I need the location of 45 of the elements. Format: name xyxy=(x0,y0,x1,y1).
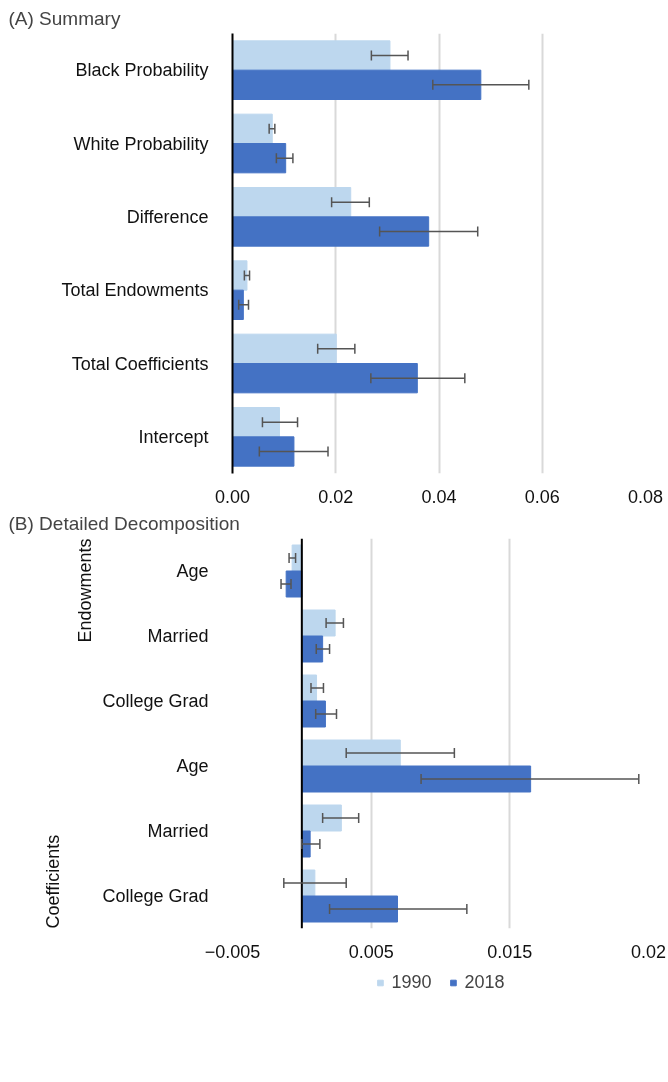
y-tick-label: Age xyxy=(176,561,209,581)
bar xyxy=(232,40,391,71)
y-tick-label: Married xyxy=(147,821,209,841)
x-tick-label: 0.06 xyxy=(524,486,560,507)
bar xyxy=(232,143,287,174)
bar xyxy=(301,739,401,767)
bar xyxy=(232,187,352,218)
text: Coefficients xyxy=(42,834,63,929)
bar xyxy=(232,216,430,247)
x-tick-label: 0.00 xyxy=(214,486,251,507)
y-tick-label: Intercept xyxy=(138,426,209,447)
bar xyxy=(232,363,418,394)
legend-label: 2018 xyxy=(464,971,505,993)
x-tick-label: 0.08 xyxy=(627,486,664,507)
x-tick-label: 0.04 xyxy=(421,486,457,507)
y-tick-label: Total Endowments xyxy=(61,280,209,301)
bar xyxy=(301,609,336,637)
y-tick-label: College Grad xyxy=(102,886,209,906)
y-tick-label: Married xyxy=(147,626,209,646)
bar xyxy=(301,635,324,663)
text: Endowments xyxy=(74,538,95,643)
legend-label: 1990 xyxy=(391,971,432,993)
y-tick-label: Age xyxy=(176,756,209,776)
bar xyxy=(301,804,342,832)
x-tick-label: −0.005 xyxy=(204,941,261,962)
bar xyxy=(232,260,248,291)
bar xyxy=(301,700,326,728)
x-tick-label: 0.02 xyxy=(630,941,667,962)
y-tick-label: White Probability xyxy=(73,133,209,154)
y-tick-label: Black Probability xyxy=(75,60,209,81)
x-tick-label: 0.02 xyxy=(318,486,354,507)
bar xyxy=(232,436,295,467)
x-tick-label: 0.005 xyxy=(348,941,394,962)
bar xyxy=(301,765,532,793)
y-tick-label: College Grad xyxy=(102,691,209,711)
bar xyxy=(232,407,280,438)
chart-title: (B) Detailed Decomposition xyxy=(8,512,240,534)
text: (A) Summary xyxy=(8,7,121,29)
bar xyxy=(301,895,399,923)
bar xyxy=(232,113,273,144)
bar xyxy=(232,333,337,364)
y-tick-label: Difference xyxy=(126,206,209,227)
bar xyxy=(232,69,482,100)
y-tick-label: Total Coefficients xyxy=(71,353,209,374)
x-tick-label: 0.015 xyxy=(487,941,533,962)
